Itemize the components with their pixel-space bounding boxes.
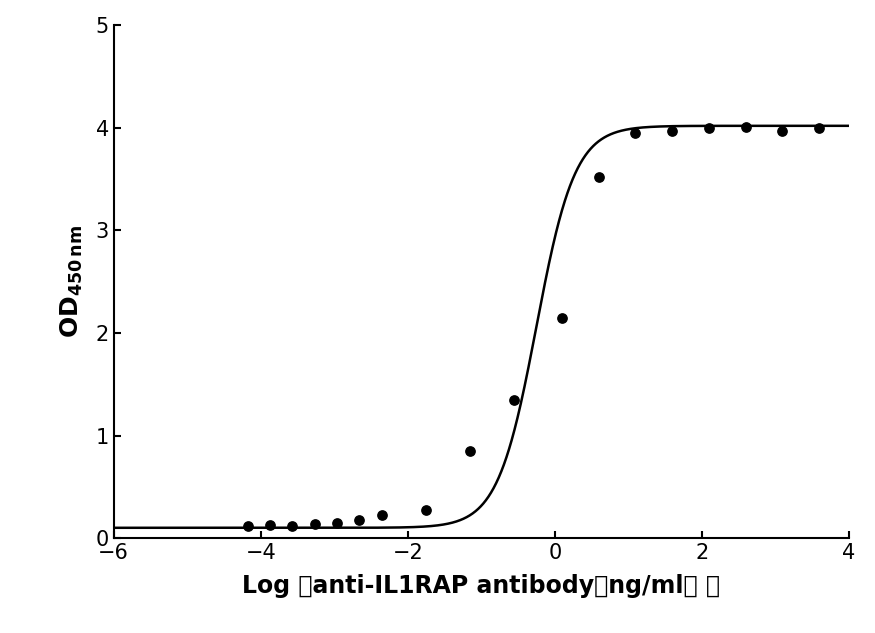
Point bbox=[418, 505, 432, 515]
Point bbox=[374, 510, 388, 520]
Point bbox=[739, 122, 753, 132]
Y-axis label: $\mathbf{OD_{450\,nm}}$: $\mathbf{OD_{450\,nm}}$ bbox=[59, 225, 85, 338]
Point bbox=[463, 446, 477, 456]
X-axis label: Log （anti-IL1RAP antibody（ng/ml） ）: Log （anti-IL1RAP antibody（ng/ml） ） bbox=[242, 574, 720, 598]
Point bbox=[263, 520, 277, 530]
Point bbox=[285, 521, 299, 531]
Point bbox=[507, 394, 522, 404]
Point bbox=[241, 521, 255, 531]
Point bbox=[308, 518, 322, 529]
Point bbox=[775, 126, 789, 136]
Point bbox=[592, 172, 606, 182]
Point bbox=[666, 126, 680, 136]
Point bbox=[330, 518, 344, 528]
Point bbox=[555, 313, 569, 323]
Point bbox=[628, 128, 642, 138]
Point bbox=[813, 123, 827, 133]
Point bbox=[353, 515, 367, 525]
Point bbox=[702, 123, 716, 133]
